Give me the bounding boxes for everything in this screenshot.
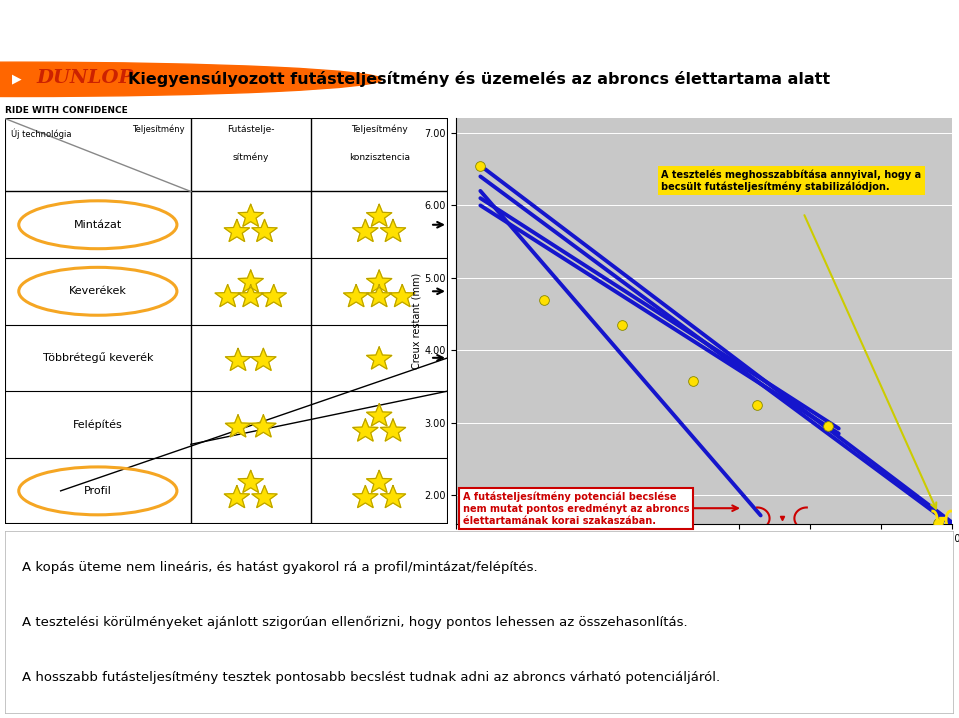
Polygon shape	[381, 220, 406, 241]
Text: Keverékek: Keverékek	[69, 286, 127, 297]
Text: DUNLOP: DUNLOP	[36, 70, 133, 88]
Polygon shape	[366, 205, 392, 226]
Text: ▶: ▶	[12, 73, 22, 86]
Polygon shape	[366, 270, 392, 292]
Text: Teljesítmény: Teljesítmény	[351, 124, 408, 134]
Text: sítmény: sítmény	[232, 153, 269, 162]
Polygon shape	[238, 470, 264, 493]
Circle shape	[0, 62, 382, 96]
Polygon shape	[353, 485, 378, 508]
Polygon shape	[366, 470, 392, 493]
Text: A futásteljesítmény potenciál becslése
nem mutat pontos eredményt az abroncs
éle: A futásteljesítmény potenciál becslése n…	[462, 492, 690, 526]
Text: Új technológia: Új technológia	[12, 129, 72, 139]
Text: A hosszabb futásteljesítmény tesztek pontosabb becslést tudnak adni az abroncs v: A hosszabb futásteljesítmény tesztek pon…	[22, 671, 720, 684]
Polygon shape	[225, 348, 250, 370]
Polygon shape	[381, 485, 406, 508]
Text: Teljesítmény: Teljesítmény	[131, 124, 184, 134]
Text: Többrétegű keverék: Többrétegű keverék	[42, 353, 153, 363]
Polygon shape	[366, 347, 392, 369]
Text: RIDE WITH CONFIDENCE: RIDE WITH CONFIDENCE	[5, 106, 128, 115]
Text: Felépítés: Felépítés	[73, 419, 123, 429]
Text: A tesztelés meghosszabbítása annyival, hogy a
becsült futásteljesítmény stabiliz: A tesztelés meghosszabbítása annyival, h…	[662, 169, 922, 192]
Polygon shape	[225, 415, 250, 437]
Polygon shape	[250, 415, 276, 437]
Y-axis label: Creux restant (mm): Creux restant (mm)	[411, 273, 422, 370]
Polygon shape	[224, 485, 249, 508]
Polygon shape	[252, 485, 277, 508]
Polygon shape	[353, 220, 378, 241]
Text: Kiegyensúlyozott futásteljesítmény és üzemelés az abroncs élettartama alatt: Kiegyensúlyozott futásteljesítmény és üz…	[129, 71, 830, 88]
Polygon shape	[366, 404, 392, 426]
Polygon shape	[224, 220, 249, 241]
Text: A kopás üteme nem lineáris, és hatást gyakorol rá a profil/mintázat/felépítés.: A kopás üteme nem lineáris, és hatást gy…	[22, 561, 537, 574]
Polygon shape	[238, 284, 264, 307]
Polygon shape	[261, 284, 287, 307]
Polygon shape	[366, 284, 392, 307]
X-axis label: Point de mesure (km): Point de mesure (km)	[648, 549, 760, 559]
Text: Profil: Profil	[83, 486, 112, 496]
Polygon shape	[381, 419, 406, 441]
Polygon shape	[353, 419, 378, 441]
Polygon shape	[215, 284, 241, 307]
Polygon shape	[238, 270, 264, 292]
Polygon shape	[250, 348, 276, 370]
Text: Futástelje-: Futástelje-	[227, 124, 274, 134]
Polygon shape	[343, 284, 369, 307]
Polygon shape	[238, 205, 264, 226]
Polygon shape	[389, 284, 415, 307]
Text: Mintázat: Mintázat	[74, 220, 122, 230]
Polygon shape	[252, 220, 277, 241]
Text: A tesztelési körülményeket ajánlott szigorúan ellenőrizni, hogy pontos lehessen : A tesztelési körülményeket ajánlott szig…	[22, 616, 688, 630]
Text: konzisztencia: konzisztencia	[349, 153, 409, 162]
